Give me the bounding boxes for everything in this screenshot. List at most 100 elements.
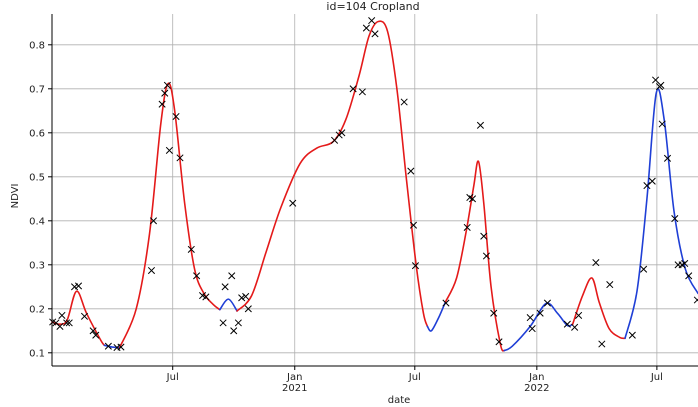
observation-marker (411, 262, 420, 270)
y-tick-label: 0.5 (29, 172, 45, 183)
observation-marker (681, 259, 689, 268)
fit-curve-red-segment (51, 290, 106, 347)
observation-marker (628, 331, 636, 339)
observation-marker (289, 199, 297, 207)
observation-marker (230, 327, 238, 335)
observation-marker (193, 272, 201, 280)
observation-marker (149, 217, 158, 225)
observation-marker (338, 129, 346, 137)
observation-marker (371, 30, 379, 38)
observation-marker (92, 331, 100, 339)
observation-marker (490, 309, 498, 317)
x-axis-label: date (388, 395, 411, 406)
fit-curve-blue-segment (426, 301, 447, 332)
observation-marker (482, 252, 490, 260)
y-tick-label: 0.8 (29, 40, 45, 51)
observation-marker (543, 299, 551, 307)
observation-marker (56, 322, 64, 330)
observation-marker (468, 195, 477, 203)
observation-marker (104, 342, 112, 350)
observation-marker (442, 299, 450, 307)
observation-marker (536, 309, 544, 317)
observation-marker (685, 272, 693, 280)
fit-curve-blue-segment (503, 302, 574, 352)
y-tick-label: 0.4 (29, 216, 45, 227)
observation-marker (242, 292, 250, 301)
observation-marker (228, 272, 236, 280)
fit-curve-blue-segment (103, 344, 121, 349)
observation-marker (648, 177, 656, 185)
observation-marker (480, 232, 488, 240)
observation-marker (400, 98, 408, 106)
fit-curve-blue-segment (624, 88, 698, 340)
observation-marker (58, 311, 66, 319)
observation-marker (526, 314, 534, 322)
observation-marker (117, 343, 125, 351)
fit-curve-red-segment (118, 82, 221, 349)
observation-marker (165, 146, 173, 154)
observation-marker (495, 338, 503, 346)
y-tick-label: 0.2 (29, 304, 45, 315)
observation-marker (563, 320, 571, 328)
y-axis-label: NDVI (10, 184, 21, 209)
observation-marker (575, 311, 583, 319)
y-tick-label: 0.6 (29, 128, 45, 139)
observation-marker (187, 245, 195, 253)
observation-marker (65, 319, 73, 327)
observation-marker (221, 283, 229, 291)
y-tick-label: 0.7 (29, 84, 45, 95)
observation-marker (409, 221, 418, 229)
observation-marker (368, 17, 376, 25)
observation-marker (528, 325, 536, 333)
observation-marker (244, 305, 252, 313)
observation-marker (202, 293, 210, 301)
observation-marker (172, 112, 180, 121)
observation-marker (74, 282, 83, 290)
observation-marker (80, 312, 89, 320)
observation-marker (234, 319, 242, 327)
observation-marker (176, 154, 184, 162)
fit-curve-red-segment (444, 160, 506, 352)
observation-marker (407, 167, 415, 175)
x-tick-label: Jul (650, 372, 663, 383)
observation-marker (592, 259, 600, 267)
fit-curve-red-segment (236, 20, 429, 328)
observation-marker (598, 340, 606, 348)
observation-marker (89, 327, 97, 335)
observation-marker (147, 266, 156, 275)
observation-marker (238, 294, 246, 302)
x-tick-label: Jan (286, 372, 302, 383)
x-tick-label: Jul (166, 372, 179, 383)
x-tick-year-label: 2021 (282, 383, 307, 394)
observation-marker (362, 24, 370, 32)
x-tick-year-label: 2022 (524, 383, 549, 394)
axes (48, 14, 698, 370)
grid-lines (52, 14, 698, 366)
observation-marker (663, 154, 672, 162)
fit-curve-blue-segment (219, 298, 238, 312)
observation-marker (640, 265, 648, 273)
observation-marker (463, 223, 471, 231)
chart-title: id=104 Cropland (326, 0, 419, 13)
observation-marker (476, 121, 485, 129)
observation-marker (658, 120, 666, 128)
observation-marker (163, 81, 171, 89)
observation-markers (49, 17, 698, 352)
observation-marker (349, 85, 357, 93)
observation-marker (63, 319, 71, 327)
observation-marker (643, 182, 651, 190)
observation-marker (657, 81, 665, 89)
x-tick-label: Jan (528, 372, 544, 383)
fit-curve-red-segment (571, 277, 626, 340)
observation-marker (161, 89, 169, 97)
y-tick-label: 0.1 (29, 348, 45, 359)
fitted-curves (51, 20, 698, 352)
observation-marker (158, 100, 166, 108)
observation-marker (358, 88, 366, 96)
x-tick-label: Jul (408, 372, 421, 383)
observation-marker (606, 281, 614, 289)
y-tick-label: 0.3 (29, 260, 45, 271)
